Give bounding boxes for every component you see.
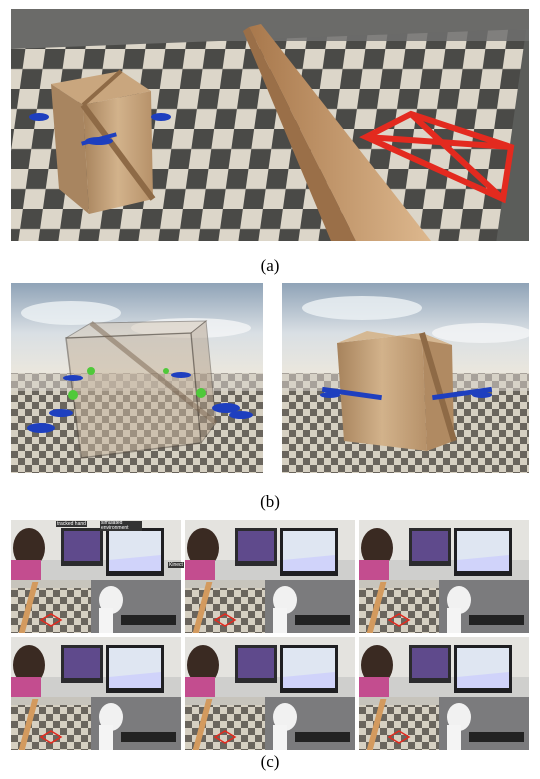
sphere-markers (68, 367, 206, 400)
photo-cell (185, 637, 355, 750)
caption-b: (b) (260, 492, 280, 511)
target-marker-small (39, 730, 63, 744)
caption-a: (a) (260, 256, 280, 275)
photo-cell (185, 520, 355, 633)
label-kinect: Kinect (168, 562, 184, 568)
brick-wall (243, 24, 431, 241)
photo-cell (11, 637, 181, 750)
figure-b-left-render (11, 283, 263, 473)
photo-cell (11, 520, 181, 633)
crate-box-b (337, 331, 457, 451)
quadrotor-markers-b (27, 372, 253, 433)
target-marker-small (213, 730, 237, 744)
caption-c: (c) (260, 752, 280, 771)
figure-b-right-render (282, 283, 529, 473)
label-tracked-hand: tracked hand (56, 521, 87, 527)
target-marker-small (39, 613, 63, 627)
figure-c-photo-grid (11, 520, 529, 750)
target-marker-small (213, 613, 237, 627)
target-marker (359, 110, 515, 204)
photo-cell (359, 520, 529, 633)
figure-a-render (11, 9, 529, 241)
photo-cell (359, 637, 529, 750)
quadrotor-markers (29, 113, 171, 146)
target-marker-small (387, 613, 411, 627)
quadrotor-markers-b2 (320, 386, 493, 401)
transparent-cube (65, 320, 218, 459)
target-marker-small (387, 730, 411, 744)
label-simulated-environment: simulated environment (100, 521, 142, 531)
crate-box (51, 69, 156, 214)
